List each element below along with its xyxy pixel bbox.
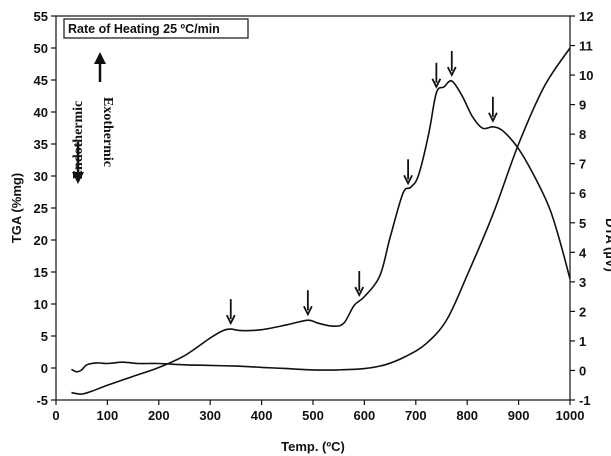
y-left-tick-label: 40 (34, 105, 48, 120)
annotation-text: Rate of Heating 25 ºC/min (68, 22, 220, 36)
peak-arrow-head (431, 78, 442, 89)
y-right-tick-label: 1 (579, 334, 586, 349)
x-tick-label: 0 (52, 408, 59, 423)
peak-arrows (225, 50, 498, 326)
y-left-tick-label: 0 (41, 361, 48, 376)
peak-arrow-head (225, 314, 236, 326)
y-right-axis-label: DTA (µV) (603, 218, 611, 272)
y-right-tick-label: 8 (579, 127, 586, 142)
y-right-tick-label: 3 (579, 275, 586, 290)
x-tick-label: 200 (148, 408, 170, 423)
x-tick-label: 900 (508, 408, 530, 423)
series-layer (71, 47, 571, 395)
annotation-box (63, 18, 249, 39)
y-left-tick-label: -5 (36, 393, 48, 408)
x-tick-label: 700 (405, 408, 427, 423)
x-tick-label: 800 (456, 408, 478, 423)
x-tick-label: 400 (251, 408, 273, 423)
x-tick-label: 1000 (556, 408, 585, 423)
y-left-tick-label: 50 (34, 41, 48, 56)
tga-curve (71, 47, 571, 373)
y-left-tick-label: 10 (34, 297, 48, 312)
y-right-tick-label: 4 (579, 245, 587, 260)
y-right-tick-label: 0 (579, 363, 586, 378)
y-right-tick-label: 7 (579, 157, 586, 172)
y-left-tick-label: 15 (34, 265, 48, 280)
y-right-tick-label: 6 (579, 186, 586, 201)
endo-exo-indicator: Endothermic Exothermic (71, 52, 115, 184)
x-tick-label: 100 (97, 408, 119, 423)
y-right-tick-label: -1 (579, 393, 591, 408)
x-axis-label: Temp. (ºC) (281, 439, 345, 454)
axis-ticks: 0 100 200 300 400 500 600 700 800 900 1000-5051015… (34, 9, 594, 423)
x-tick-label: 600 (354, 408, 376, 423)
y-left-tick-label: 35 (34, 137, 48, 152)
peak-arrow-head (354, 286, 365, 298)
x-tick-label: 500 (302, 408, 324, 423)
y-right-tick-label: 12 (579, 9, 593, 24)
y-left-tick-label: 20 (34, 233, 48, 248)
y-left-tick-label: 25 (34, 201, 48, 216)
plot-frame (55, 15, 571, 401)
x-tick-label: 300 (199, 408, 221, 423)
y-right-tick-label: 10 (579, 68, 593, 83)
peak-arrow-head (403, 174, 413, 186)
dta-curve (71, 79, 571, 395)
exothermic-label: Exothermic (100, 97, 115, 167)
peak-arrow-head (488, 112, 498, 123)
peak-arrow-head (303, 305, 313, 317)
endothermic-arrow-head (72, 172, 84, 184)
exothermic-arrow-head (94, 52, 106, 64)
peak-arrow-head (446, 66, 457, 77)
y-left-tick-label: 55 (34, 9, 48, 24)
y-left-axis-label: TGA (%mg) (9, 173, 24, 243)
y-left-tick-label: 45 (34, 73, 48, 88)
rate-annotation: Rate of Heating 25 ºC/min (63, 18, 249, 39)
y-right-tick-label: 2 (579, 304, 586, 319)
y-left-tick-label: 30 (34, 169, 48, 184)
y-right-tick-label: 9 (579, 98, 586, 113)
y-right-tick-label: 5 (579, 216, 586, 231)
endothermic-label: Endothermic (71, 101, 86, 180)
y-right-tick-label: 11 (579, 39, 593, 54)
y-left-tick-label: 5 (41, 329, 48, 344)
